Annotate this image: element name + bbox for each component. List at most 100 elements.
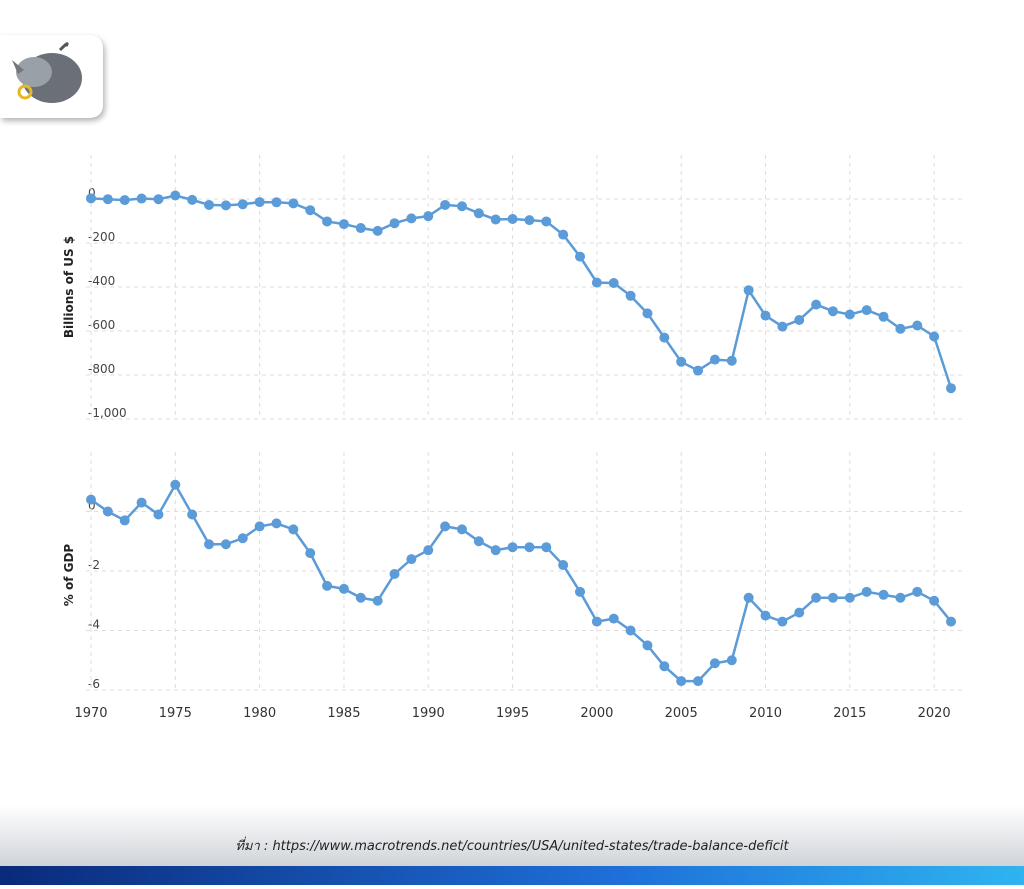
data-point (558, 229, 569, 240)
logo (0, 35, 103, 118)
data-point (204, 539, 215, 550)
data-point (271, 518, 282, 529)
data-point (456, 201, 467, 212)
data-point (288, 524, 299, 535)
data-point (541, 542, 552, 553)
data-point (709, 354, 720, 365)
data-point (777, 321, 788, 332)
data-point (102, 194, 113, 205)
data-point (288, 198, 299, 209)
data-point (507, 214, 518, 225)
data-point (305, 205, 316, 216)
data-point (591, 277, 602, 288)
data-point (456, 524, 467, 535)
data-point (338, 219, 349, 230)
y-tick-label: -400 (88, 274, 115, 288)
data-point (524, 542, 535, 553)
data-point (170, 479, 181, 490)
data-point (878, 311, 889, 322)
data-point (119, 195, 130, 206)
x-tick-label: 2020 (918, 706, 951, 721)
data-point (693, 365, 704, 376)
data-point (507, 542, 518, 553)
source: ที่มา : https://www.macrotrends.net/coun… (235, 836, 789, 854)
data-point (575, 251, 586, 262)
data-point (322, 580, 333, 591)
data-point (608, 278, 619, 289)
data-point (844, 592, 855, 603)
data-point (490, 214, 501, 225)
data-point (271, 197, 282, 208)
x-tick-label: 1980 (243, 706, 276, 721)
data-line (90, 482, 952, 683)
data-point (423, 545, 434, 556)
y-tick-label: -800 (88, 362, 115, 376)
data-point (305, 548, 316, 559)
data-point (220, 539, 231, 550)
data-point (608, 613, 619, 624)
data-point (726, 355, 737, 366)
data-point (204, 199, 215, 210)
data-point (102, 506, 113, 517)
data-point (895, 323, 906, 334)
x-tick-label: 1995 (496, 706, 529, 721)
data-point (119, 515, 130, 526)
data-point (591, 616, 602, 627)
data-point (254, 197, 265, 208)
x-tick-label: 1970 (74, 706, 107, 721)
data-point (423, 211, 434, 222)
x-tick-label: 1975 (159, 706, 192, 721)
x-tick-label: 2015 (833, 706, 866, 721)
data-point (811, 592, 822, 603)
data-point (811, 299, 822, 310)
data-point (372, 225, 383, 236)
x-tick-label: 2005 (665, 706, 698, 721)
data-point (490, 545, 501, 556)
y-tick-label: -6 (88, 677, 100, 691)
data-point (827, 592, 838, 603)
data-point (524, 215, 535, 226)
data-point (709, 658, 720, 669)
data-point (760, 310, 771, 321)
data-point (861, 586, 872, 597)
data-point (760, 610, 771, 621)
data-point (912, 320, 923, 331)
data-point (254, 521, 265, 532)
data-point (743, 592, 754, 603)
data-point (136, 193, 147, 204)
data-point (153, 509, 164, 520)
data-point (946, 383, 956, 394)
data-point (659, 661, 670, 672)
y-axis-title: Billions of US $ (62, 236, 76, 338)
data-point (895, 592, 906, 603)
data-point (187, 194, 198, 205)
y-tick-label: -2 (88, 558, 100, 572)
data-point (220, 200, 231, 211)
data-point (440, 521, 451, 532)
data-point (372, 595, 383, 606)
y-tick-label: 0 (88, 499, 96, 513)
footer-bar (0, 866, 1024, 885)
data-point (693, 676, 704, 687)
data-point (355, 592, 366, 603)
data-point (237, 533, 248, 544)
data-point (237, 199, 248, 210)
data-point (473, 536, 484, 547)
x-tick-label: 2000 (580, 706, 613, 721)
data-point (659, 332, 670, 343)
data-point (558, 560, 569, 571)
data-point (322, 216, 333, 227)
y-axis-title: % of GDP (62, 544, 76, 607)
data-point (912, 586, 923, 597)
data-point (777, 616, 788, 627)
x-tick-label: 1985 (327, 706, 360, 721)
data-point (406, 554, 417, 565)
data-point (726, 655, 737, 666)
data-point (86, 494, 96, 505)
data-point (642, 640, 653, 651)
x-tick-label: 2010 (749, 706, 782, 721)
data-point (625, 290, 636, 301)
data-point (827, 306, 838, 317)
data-point (389, 568, 400, 579)
